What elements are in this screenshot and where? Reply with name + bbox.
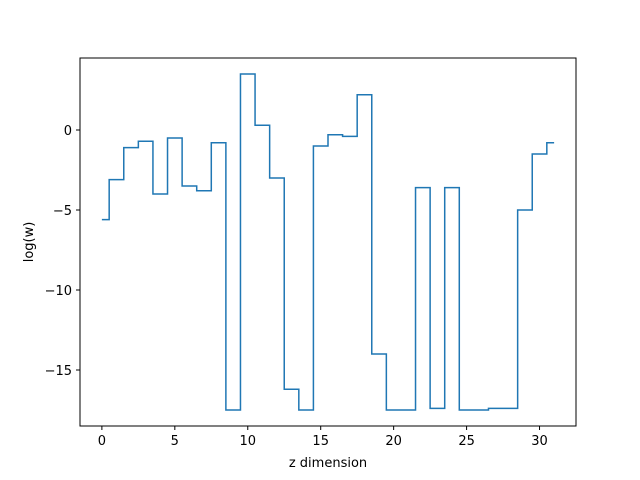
x-tick-label: 30 bbox=[531, 434, 548, 449]
y-axis: 0 −5 −10 −15 bbox=[45, 124, 80, 379]
x-axis: 0 5 10 15 20 25 30 bbox=[98, 426, 548, 449]
series-line bbox=[101, 73, 555, 411]
x-tick-label: 15 bbox=[312, 434, 329, 449]
x-tick-label: 10 bbox=[239, 434, 256, 449]
y-tick-label: 0 bbox=[64, 124, 72, 139]
x-tick-label: 25 bbox=[458, 434, 475, 449]
y-tick-label: −5 bbox=[53, 204, 72, 219]
axes-frame bbox=[79, 57, 577, 427]
y-tick-label: −15 bbox=[45, 364, 72, 379]
x-tick-label: 0 bbox=[98, 434, 106, 449]
y-tick-label: −10 bbox=[45, 284, 72, 299]
x-tick-label: 20 bbox=[385, 434, 402, 449]
plot-area bbox=[101, 73, 555, 411]
x-tick-label: 5 bbox=[171, 434, 179, 449]
y-axis-label: log(w) bbox=[22, 222, 37, 263]
x-axis-label: z dimension bbox=[289, 456, 367, 471]
